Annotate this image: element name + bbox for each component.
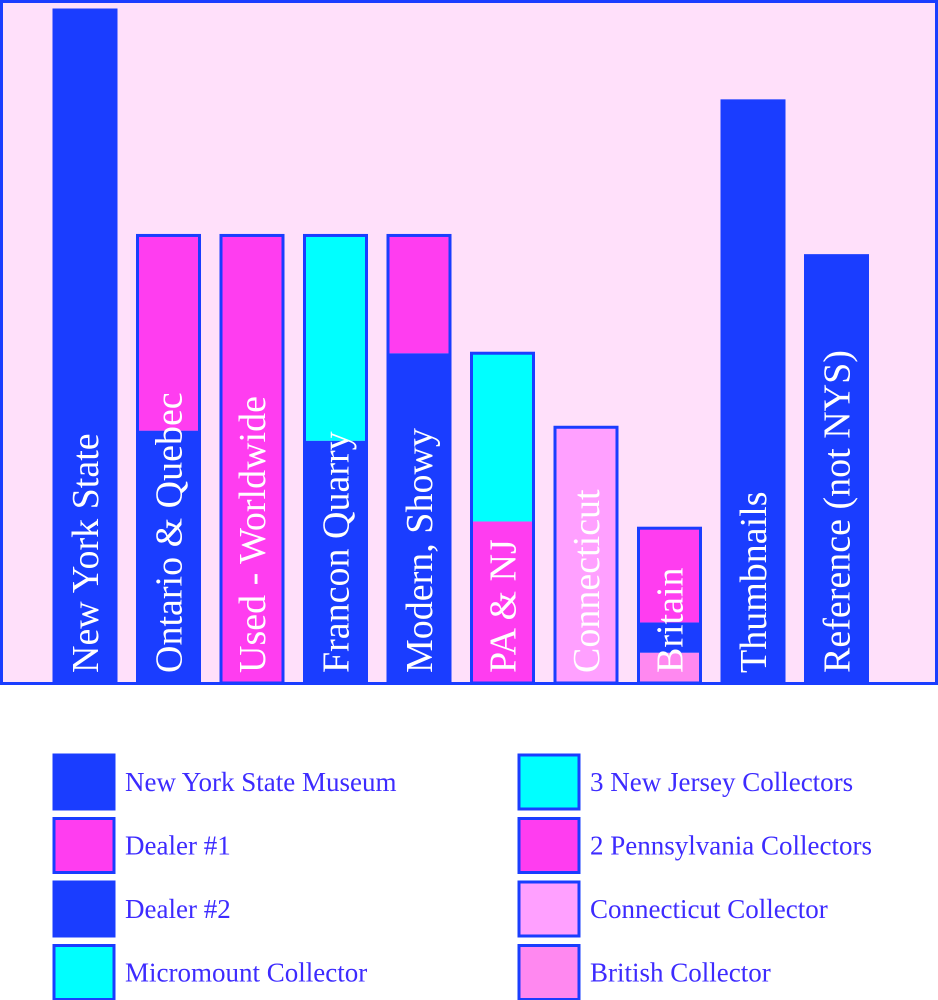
bar-segment-3-1: [304, 235, 367, 441]
legend-swatch-0: [52, 753, 116, 811]
bars-layer: [52, 8, 869, 685]
bar-label-4: Modern, Showy: [399, 428, 441, 673]
bar-segment-2-0: [221, 235, 283, 683]
bar-segment-5-0: [471, 521, 534, 683]
bar-segment-8-0: [722, 100, 784, 684]
legend-swatch-4: [517, 753, 581, 811]
bar-segment-5-1: [471, 353, 534, 522]
legend-label-4: 3 New Jersey Collectors: [590, 767, 853, 797]
bar-segment-3-0: [304, 440, 367, 683]
bar-outline-2: [219, 233, 285, 685]
legend-label-7: British Collector: [590, 958, 771, 988]
bar-segment-4-0: [388, 353, 450, 683]
bar-outline-1: [136, 233, 201, 685]
legend-label-6: Connecticut Collector: [590, 894, 828, 924]
legend-swatch-5: [517, 817, 581, 874]
bar-segment-9-0: [805, 255, 868, 683]
bar-label-7: Britain: [650, 567, 692, 673]
bar-labels-layer: New York State Ontario & Quebec Used - Wor…: [65, 350, 859, 673]
legend: New York State Museum Dealer #1 Dealer #2 M…: [52, 753, 872, 1000]
bar-segment-7-0: [638, 652, 701, 683]
bar-label-3: Francon Quarry: [316, 431, 358, 673]
bar-label-9: Reference (not NYS): [817, 350, 859, 673]
legend-label-2: Dealer #2: [125, 894, 231, 924]
legend-swatch-7: [517, 944, 581, 1000]
bar-outline-0: [52, 8, 118, 685]
legend-label-3: Micromount Collector: [125, 958, 367, 988]
bar-label-2: Used - Worldwide: [232, 396, 274, 673]
bar-outline-4: [386, 233, 452, 685]
bar-segment-1-1: [137, 235, 200, 431]
bar-segment-4-1: [388, 235, 450, 354]
bar-label-0: New York State: [65, 433, 107, 673]
legend-swatch-6: [517, 880, 581, 938]
legend-swatch-2: [52, 880, 116, 938]
bar-label-6: Connecticut: [566, 489, 608, 673]
bar-outline-9: [804, 254, 869, 685]
bar-segment-7-2: [638, 528, 701, 623]
legend-label-1: Dealer #1: [125, 831, 231, 861]
bar-segment-6-0: [555, 427, 617, 683]
bar-outline-5: [470, 351, 535, 685]
bar-outline-7: [637, 526, 702, 685]
bar-outline-8: [720, 99, 786, 685]
bar-label-1: Ontario & Quebec: [149, 392, 191, 673]
bar-label-8: Thumbnails: [733, 491, 775, 673]
bar-segment-0-0: [54, 10, 116, 683]
legend-label-5: 2 Pennsylvania Collectors: [590, 831, 872, 861]
bar-segment-1-0: [137, 430, 200, 683]
legend-swatch-1: [52, 817, 116, 874]
bar-segment-7-1: [638, 622, 701, 653]
bar-label-5: PA & NJ: [483, 539, 525, 673]
bar-outline-3: [303, 233, 368, 685]
legend-swatch-3: [52, 944, 116, 1000]
legend-label-0: New York State Museum: [125, 767, 397, 797]
bar-outline-6: [553, 425, 619, 685]
